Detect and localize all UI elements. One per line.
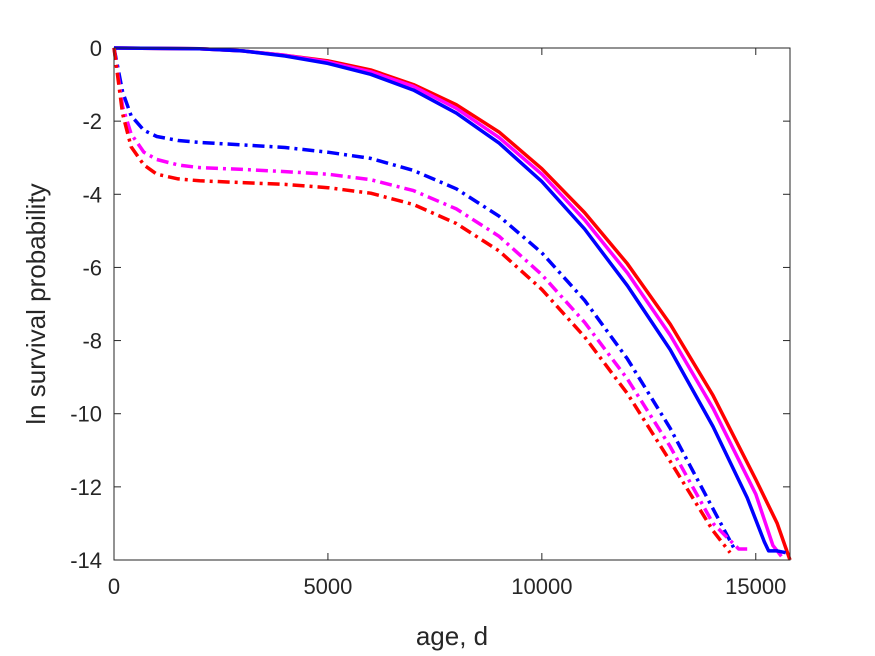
y-axis-label: ln survival probability: [21, 183, 51, 424]
x-axis-label: age, d: [416, 621, 488, 651]
x-tick-label: 0: [108, 574, 120, 599]
y-tick-label: -10: [70, 402, 102, 427]
plot-area: [114, 48, 790, 560]
y-tick-label: -2: [82, 109, 102, 134]
series-line-4: [112, 47, 736, 550]
y-tick-label: -14: [70, 548, 102, 573]
series-line-3: [113, 46, 787, 555]
series-line-5: [112, 47, 748, 551]
axes-box: [113, 47, 791, 561]
y-tick-label: -8: [82, 329, 102, 354]
y-tick-label: -4: [82, 182, 102, 207]
y-tick-label: -6: [82, 255, 102, 280]
y-tick-label: -12: [70, 475, 102, 500]
x-tick-label: 5000: [303, 574, 352, 599]
series-layer: [112, 46, 792, 561]
series-line-6: [112, 47, 732, 554]
x-tick-label: 15000: [725, 574, 786, 599]
tick-layer: 0 5000 10000 15000 0 -2 -4 -6 -8 -10 -12 -14: [70, 36, 790, 599]
x-tick-label: 10000: [511, 574, 572, 599]
y-tick-label: 0: [90, 36, 102, 61]
